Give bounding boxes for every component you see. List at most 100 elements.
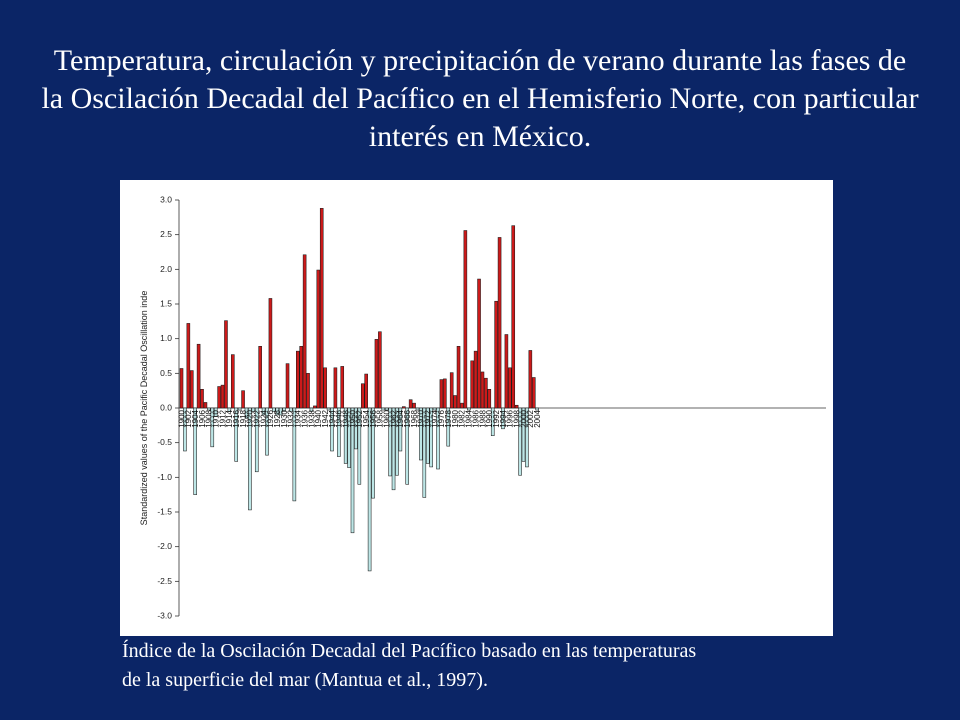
x-tick-label: 1956	[369, 409, 378, 427]
bar-1924	[261, 407, 266, 416]
bar-1971	[422, 407, 427, 498]
x-tick-label: 1990	[485, 409, 494, 427]
x-tick-label: 1948	[341, 409, 350, 427]
x-tick-label: 1906	[198, 409, 207, 427]
x-tick-label: 1924	[259, 409, 268, 427]
bar-1968	[412, 402, 416, 409]
bar-1955	[367, 407, 372, 572]
bar-1938	[309, 407, 314, 412]
bar-1981	[456, 346, 461, 409]
x-tick-label: 1972	[424, 409, 433, 427]
bar-1991	[490, 407, 495, 437]
x-tick-label: 1994	[499, 409, 508, 427]
bar-1949	[347, 407, 351, 468]
y-tick-label: -2.5	[157, 576, 172, 586]
bar-2000	[521, 407, 526, 462]
bar-2002	[528, 350, 533, 409]
x-tick-label: 1974	[430, 409, 439, 427]
y-tick-label: -0.5	[157, 437, 172, 447]
bar-1913	[224, 320, 228, 409]
x-tick-label: 2002	[526, 409, 535, 427]
bar-1910	[213, 407, 218, 417]
bar-1963	[395, 407, 399, 476]
y-tick-label: 2.5	[160, 229, 172, 239]
y-tick-label: -1.5	[157, 507, 172, 517]
bar-1953	[360, 383, 365, 409]
bar-1995	[504, 334, 509, 409]
bar-1946	[337, 407, 341, 457]
bar-1992	[494, 300, 498, 409]
bar-1998	[514, 404, 519, 409]
x-tick-label: 1940	[314, 409, 323, 427]
x-tick-label: 1928	[273, 409, 282, 427]
bar-1973	[429, 407, 433, 468]
bar-1954	[364, 373, 368, 409]
bar-1982	[460, 402, 464, 409]
bar-1903	[189, 370, 194, 409]
bar-1975	[436, 407, 440, 470]
caption-line-2: de la superficie del mar (Mantua et al.,…	[122, 669, 488, 691]
bar-1994	[501, 407, 505, 430]
bar-1939	[313, 405, 317, 409]
bar-1925	[265, 407, 269, 456]
caption-line-1: Índice de la Oscilación Decadal del Pací…	[122, 640, 697, 662]
y-tick-label: 0.5	[160, 368, 172, 378]
y-axis-label: Standardized values of the Pacific Decad…	[139, 291, 149, 526]
x-tick-label: 1936	[300, 409, 309, 427]
slide-title: Temperatura, circulación y precipitación…	[41, 44, 919, 153]
bar-1989	[484, 377, 488, 409]
x-tick-label: 1978	[444, 409, 453, 427]
bar-1962	[391, 407, 396, 491]
x-tick-label: 1904	[191, 409, 200, 427]
y-tick-label: 2.0	[160, 264, 172, 274]
bar-1996	[508, 367, 512, 409]
bar-2001	[525, 407, 529, 468]
y-tick-label: 0.0	[160, 403, 172, 413]
x-tick-label: 1930	[280, 409, 289, 427]
bar-1902	[186, 323, 191, 409]
x-tick-label: 1954	[362, 409, 371, 427]
x-tick-label: 1958	[376, 409, 385, 427]
bar-1959	[381, 407, 386, 411]
bar-1970	[419, 407, 423, 461]
bar-1983	[463, 230, 468, 409]
bar-1912	[220, 384, 225, 409]
bar-1931	[285, 363, 290, 409]
x-tick-label: 1962	[389, 409, 398, 427]
x-tick-label: 1912	[218, 409, 227, 427]
x-tick-label: 1910	[212, 409, 221, 427]
bar-1980	[453, 395, 457, 409]
bar-1914	[227, 407, 232, 412]
bar-layer	[179, 208, 539, 572]
bar-1941	[319, 208, 324, 409]
y-tick-label: -1.0	[157, 472, 172, 482]
x-tick-label: 1908	[205, 409, 214, 427]
bar-1988	[480, 371, 485, 409]
bar-1948	[343, 407, 348, 464]
x-tick-label: 1976	[437, 409, 446, 427]
x-tick-label: 1966	[403, 409, 412, 427]
bar-1958	[378, 331, 382, 409]
bar-1967	[408, 399, 413, 409]
x-tick-label: 1964	[396, 409, 405, 427]
y-tick-label: -3.0	[157, 611, 172, 621]
bar-1942	[323, 367, 327, 409]
y-tick-label: -2.0	[157, 541, 172, 551]
x-tick-label: 1916	[232, 409, 241, 427]
bar-1944	[330, 407, 334, 452]
bar-1964	[398, 407, 403, 452]
bar-1976	[439, 379, 444, 409]
x-tick-label: 1938	[307, 409, 316, 427]
x-tick-label: 1970	[417, 409, 426, 427]
label-layer: 3.0 2.5 2.0 1.5 1.0 0.5 0.0 -0.5 -1.0 -1.5 -2.0 -2.…	[139, 195, 542, 621]
x-tick-label: 2004	[533, 409, 542, 427]
bar-1915	[231, 354, 235, 409]
bar-1951	[354, 407, 358, 450]
bar-1901	[183, 407, 187, 452]
bar-1957	[374, 339, 379, 409]
x-tick-label: 1900	[177, 409, 186, 427]
bar-2004	[535, 407, 539, 411]
y-tick-label: 1.5	[160, 299, 172, 309]
x-tick-label: 1980	[451, 409, 460, 427]
bar-1986	[473, 350, 478, 409]
